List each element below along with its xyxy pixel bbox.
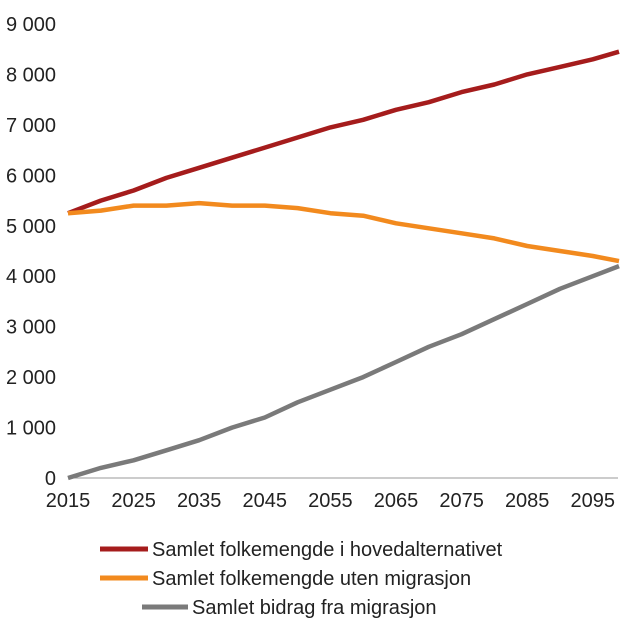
y-tick-label: 4 000: [6, 266, 56, 288]
x-tick-label: 2065: [374, 490, 419, 512]
y-tick-label: 5 000: [6, 216, 56, 238]
series-line-1: [67, 200, 620, 264]
legend-label: Samlet folkemengde uten migrasjon: [152, 568, 471, 590]
x-axis-ticks: 2015 2025 2035 2045 2055 2065 2075 2085 2095: [46, 490, 615, 512]
x-tick-label: 2095: [571, 490, 616, 512]
series-line-0: [67, 49, 620, 216]
x-tick-label: 2055: [308, 490, 353, 512]
y-tick-label: 3 000: [6, 317, 56, 339]
legend: Samlet folkemengde i hovedalternativet Sa…: [100, 539, 503, 619]
y-tick-label: 6 000: [6, 165, 56, 187]
y-tick-label: 2 000: [6, 367, 56, 389]
series-line-2: [67, 264, 620, 481]
y-axis-ticks: 0 1 000 2 000 3 000 4 000 5 000 6 000 7 000 8 00…: [6, 14, 56, 490]
y-tick-label: 0: [45, 468, 56, 490]
x-tick-label: 2035: [177, 490, 222, 512]
legend-label: Samlet folkemengde i hovedalternativet: [152, 539, 503, 561]
y-tick-label: 9 000: [6, 14, 56, 36]
y-tick-label: 7 000: [6, 115, 56, 137]
x-tick-label: 2045: [243, 490, 288, 512]
x-tick-label: 2085: [505, 490, 550, 512]
y-tick-label: 8 000: [6, 64, 56, 86]
x-tick-label: 2025: [111, 490, 156, 512]
x-tick-label: 2075: [439, 490, 484, 512]
y-tick-label: 1 000: [6, 418, 56, 440]
series-lines: [67, 49, 620, 481]
x-tick-label: 2015: [46, 490, 91, 512]
legend-label: Samlet bidrag fra migrasjon: [192, 597, 437, 619]
